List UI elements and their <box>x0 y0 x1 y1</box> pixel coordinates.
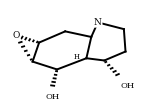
Text: H: H <box>74 53 80 61</box>
Text: N: N <box>94 18 102 27</box>
Text: OH: OH <box>45 93 59 101</box>
Text: OH: OH <box>120 82 134 90</box>
Text: O: O <box>13 31 20 40</box>
